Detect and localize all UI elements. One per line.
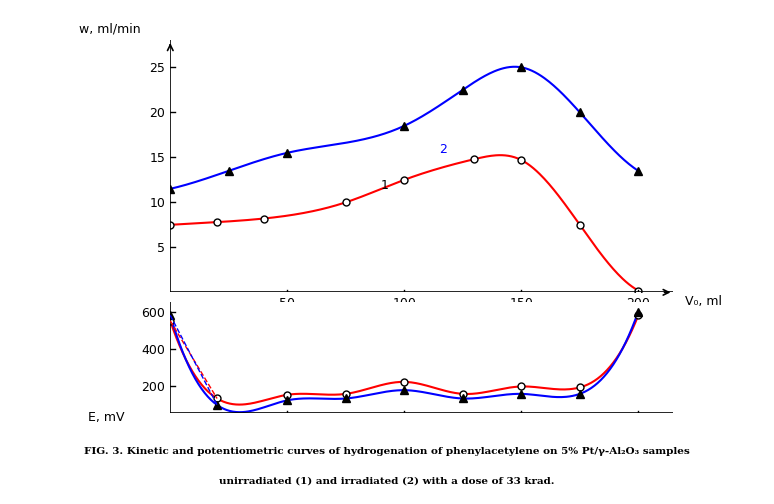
Text: FIG. 3. Kinetic and potentiometric curves of hydrogenation of phenylacetylene on: FIG. 3. Kinetic and potentiometric curve… <box>84 447 690 456</box>
Y-axis label: w, ml/min: w, ml/min <box>79 22 141 35</box>
Text: 1: 1 <box>381 179 389 192</box>
Text: E, mV: E, mV <box>88 411 125 424</box>
Text: unirradiated (1) and irradiated (2) with a dose of 33 krad.: unirradiated (1) and irradiated (2) with… <box>219 477 555 486</box>
Text: V₀, ml: V₀, ml <box>685 295 722 308</box>
Text: 2: 2 <box>440 143 447 156</box>
